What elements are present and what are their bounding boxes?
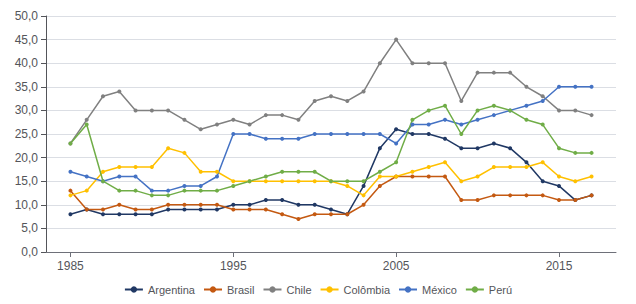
- svg-text:2005: 2005: [383, 259, 410, 273]
- svg-text:1995: 1995: [220, 259, 247, 273]
- svg-text:México: México: [422, 284, 457, 296]
- svg-text:Chile: Chile: [286, 284, 311, 296]
- svg-text:10,0: 10,0: [15, 198, 39, 212]
- svg-text:5,0: 5,0: [21, 221, 38, 235]
- svg-text:0,0: 0,0: [21, 245, 38, 259]
- svg-text:50,0: 50,0: [15, 9, 39, 23]
- svg-text:Brasil: Brasil: [227, 284, 255, 296]
- svg-text:Perú: Perú: [489, 284, 512, 296]
- svg-text:15,0: 15,0: [15, 174, 39, 188]
- svg-text:20,0: 20,0: [15, 151, 39, 165]
- svg-text:1985: 1985: [57, 259, 84, 273]
- svg-text:30,0: 30,0: [15, 103, 39, 117]
- svg-text:35,0: 35,0: [15, 80, 39, 94]
- svg-text:Argentina: Argentina: [148, 284, 196, 296]
- svg-text:45,0: 45,0: [15, 33, 39, 47]
- svg-text:2015: 2015: [546, 259, 573, 273]
- svg-text:Colômbia: Colômbia: [344, 284, 391, 296]
- svg-text:25,0: 25,0: [15, 127, 39, 141]
- svg-text:40,0: 40,0: [15, 56, 39, 70]
